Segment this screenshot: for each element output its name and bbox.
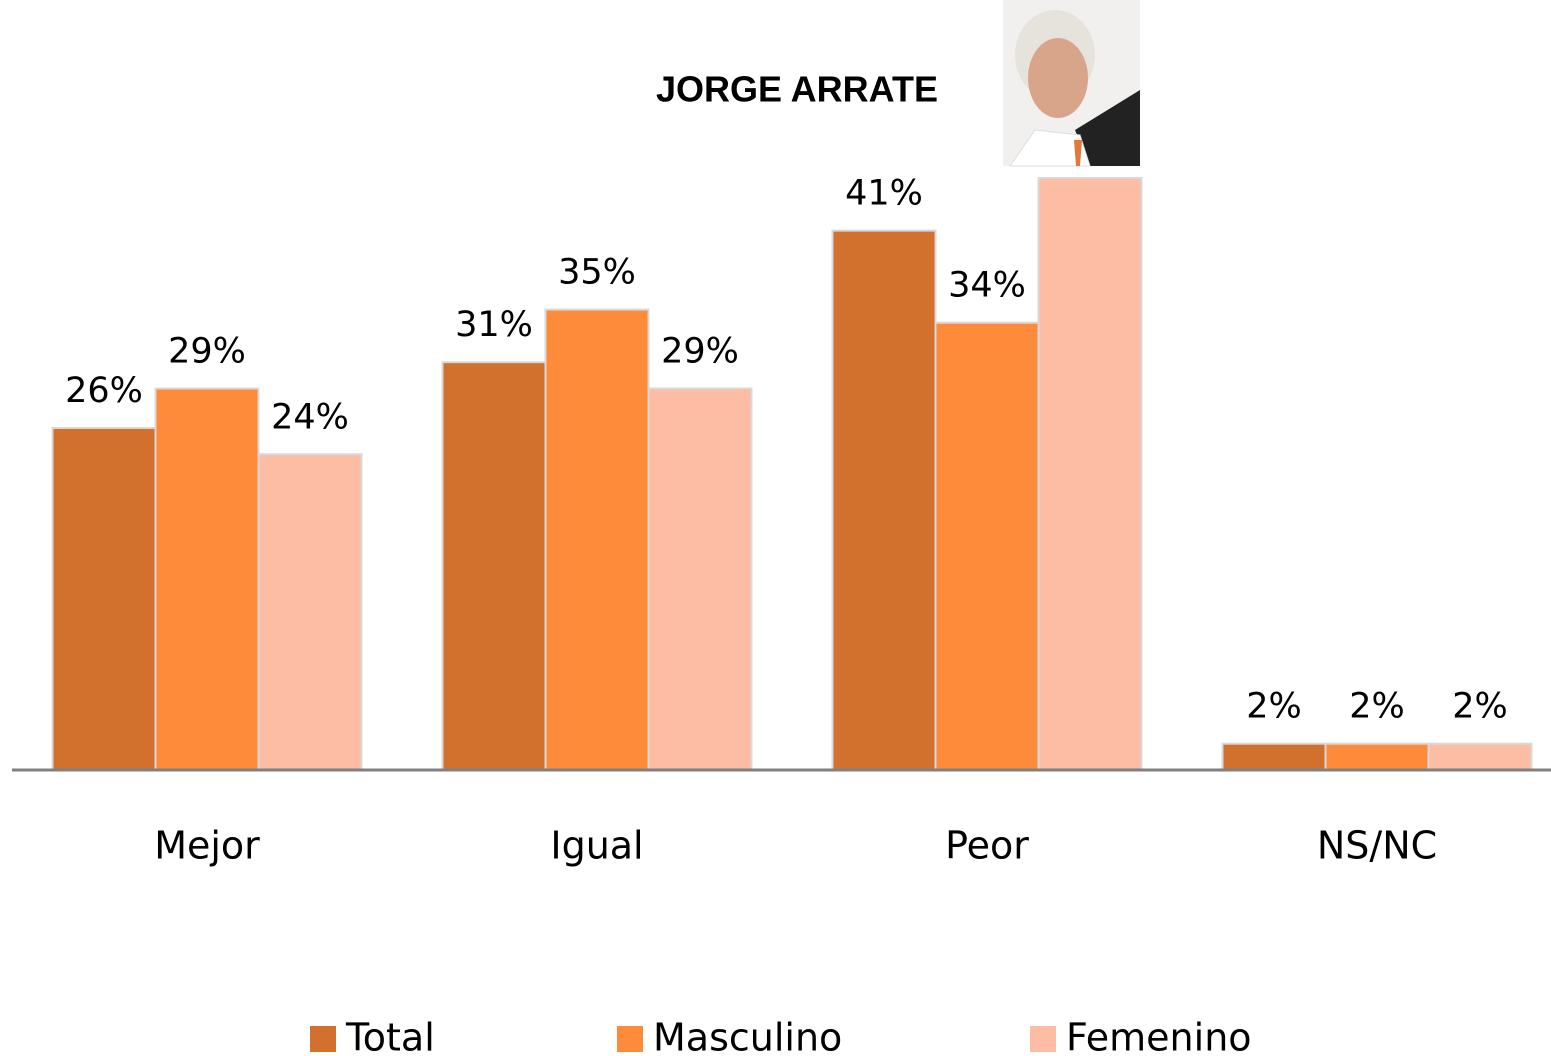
bar	[1223, 744, 1326, 770]
chart: JORGE ARRATE Mejor 26% 29% 24% Igual 31% 35% 29…	[0, 0, 1551, 1056]
bar	[53, 428, 156, 770]
value-label: 29%	[661, 331, 739, 371]
legend-label: Femenino	[1066, 1016, 1252, 1056]
legend-label: Masculino	[653, 1016, 842, 1056]
value-label: 29%	[168, 331, 246, 371]
bar	[546, 310, 649, 770]
bar	[649, 388, 752, 770]
value-label: 2%	[1246, 687, 1302, 727]
portrait	[1003, 0, 1140, 166]
x-tick-label: Mejor	[154, 824, 260, 868]
bar	[1429, 744, 1532, 770]
x-tick-label: NS/NC	[1317, 824, 1437, 868]
legend-swatch	[1030, 1026, 1056, 1052]
legend-swatch	[617, 1026, 643, 1052]
legend-swatch	[310, 1026, 336, 1052]
value-label: 24%	[271, 397, 349, 437]
x-tick-label: Peor	[945, 824, 1029, 868]
value-label: 35%	[558, 253, 636, 293]
x-tick-label: Igual	[550, 824, 643, 868]
bar	[833, 231, 936, 770]
bar	[936, 323, 1039, 770]
value-label: 34%	[948, 266, 1026, 306]
legend-label: Total	[345, 1016, 435, 1056]
portrait-face	[1028, 38, 1088, 118]
bar	[156, 388, 259, 770]
bar	[1039, 178, 1142, 770]
value-label: 31%	[455, 305, 533, 345]
value-label: 26%	[65, 371, 143, 411]
value-label: 2%	[1349, 687, 1405, 727]
bar	[443, 362, 546, 770]
value-label: 41%	[845, 174, 923, 214]
bar	[259, 454, 362, 770]
bar	[1326, 744, 1429, 770]
chart-title: JORGE ARRATE	[656, 69, 938, 110]
value-label: 2%	[1452, 687, 1508, 727]
